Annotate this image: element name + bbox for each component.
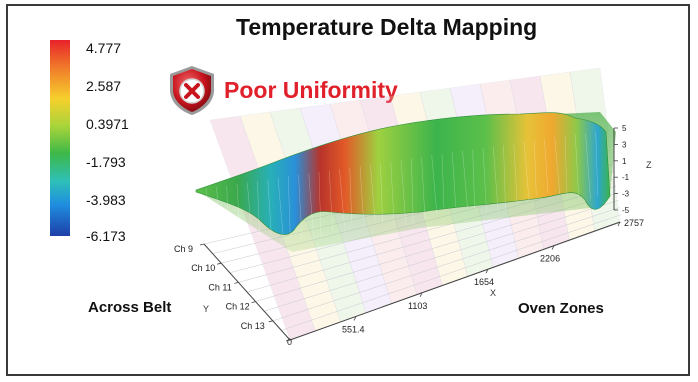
colorbar-tick: 0.3971 (86, 116, 129, 132)
surface-rib (503, 144, 506, 211)
colorbar-tick: -1.793 (86, 154, 126, 170)
surface-rib (411, 158, 414, 224)
surface-rib (298, 174, 303, 239)
surface-rib (544, 138, 549, 194)
surface-rib (380, 162, 383, 224)
surface-rib (308, 173, 314, 240)
surface-rib (575, 134, 579, 199)
y-tick-label: 0 (287, 337, 292, 347)
surface-rib (318, 171, 322, 238)
y-tick-mark (217, 262, 222, 265)
surface-rib (513, 143, 518, 206)
surface-rib (236, 183, 241, 247)
surface-rib (359, 165, 364, 221)
shield-x-icon (170, 66, 214, 115)
surface-rib (247, 182, 253, 241)
z-tick-label: -1 (622, 173, 630, 182)
x-axis-letter: X (490, 288, 496, 298)
surface-rib (370, 164, 376, 221)
y-tick-mark (234, 282, 239, 284)
surface-rib (493, 146, 499, 213)
x-tick-mark (353, 316, 357, 321)
y-tick-mark (199, 243, 205, 246)
y-axis-title: Across Belt (88, 299, 172, 316)
y-axis-letter: Y (203, 304, 209, 314)
surface-rib (421, 156, 426, 219)
surface-rib (206, 188, 210, 253)
surface-rib (339, 168, 345, 227)
x-tick-label: 551.4 (342, 324, 365, 334)
colorbar-tick: 4.777 (86, 40, 122, 56)
y-tick-label: Ch 11 (208, 282, 231, 292)
warning-annotation: Poor Uniformity (166, 64, 398, 116)
z-axis-letter: Z (646, 160, 652, 170)
x-tick-mark (551, 245, 555, 250)
colorbar-tick: -3.983 (86, 192, 126, 208)
surface-rib (226, 185, 229, 251)
grid-line (281, 214, 621, 331)
x-tick-label: 1654 (474, 277, 494, 287)
surface-rib (267, 179, 272, 234)
x-tick-mark (485, 269, 489, 274)
surface-rib (431, 155, 437, 214)
z-tick-label: -3 (622, 190, 630, 199)
y-tick-label: Ch 10 (191, 263, 215, 273)
chart-title: Temperature Delta Mapping (236, 14, 538, 40)
x-tick-label: 2206 (540, 254, 560, 264)
y-tick-mark (285, 339, 291, 342)
y-tick-mark (268, 320, 273, 323)
x-tick-label: 1103 (408, 301, 427, 311)
surface-rib (400, 159, 407, 226)
surface-rib (595, 131, 598, 197)
z-tick-label: 3 (622, 140, 627, 149)
z-axis: 5 3 1 -1 -3 -5 Z (613, 124, 652, 215)
surface-rib (462, 150, 468, 208)
surface-rib (257, 180, 260, 236)
surface-rib (349, 167, 352, 223)
grid-line (264, 200, 619, 312)
surface-rib (554, 137, 560, 194)
surface-rib (216, 186, 222, 253)
grid-line (272, 207, 620, 322)
y-axis: Ch 9 Ch 10 Ch 11 Ch 12 Ch 13 0 Y (174, 243, 292, 347)
surface-rib (585, 132, 591, 199)
surface-rib (452, 152, 456, 207)
surface-rib (472, 149, 475, 210)
z-tick-label: 1 (622, 157, 627, 166)
surface-rib (564, 135, 568, 197)
z-tick-label: 5 (622, 124, 627, 133)
surface-rib (482, 147, 487, 213)
surface-rib (288, 176, 291, 237)
surface (195, 112, 611, 235)
x-tick-mark (419, 292, 423, 297)
surface-rib (390, 161, 395, 226)
surface-rib (277, 177, 284, 235)
surface-ribs (206, 131, 598, 253)
y-tick-mark (251, 301, 256, 303)
colorbar-tick: 2.587 (86, 78, 122, 94)
y-tick-label: Ch 13 (241, 321, 265, 331)
z-tick-label: -5 (622, 206, 630, 215)
x-axis-title: Oven Zones (518, 300, 604, 317)
surface-rib (441, 153, 445, 209)
surface-rib (523, 141, 530, 200)
y-tick-label: Ch 12 (226, 302, 250, 312)
surface-rib (329, 170, 333, 233)
surface-rib (534, 140, 537, 196)
x-tick-label: 2757 (624, 218, 644, 228)
x-axis: 551.4 1103 1654 2206 2757 X (289, 218, 644, 341)
colorbar-tick: -6.173 (86, 228, 126, 244)
x-tick-mark (617, 221, 621, 227)
y-tick-label: Ch 9 (174, 244, 193, 254)
warning-text: Poor Uniformity (224, 76, 398, 103)
colorbar (50, 40, 70, 236)
